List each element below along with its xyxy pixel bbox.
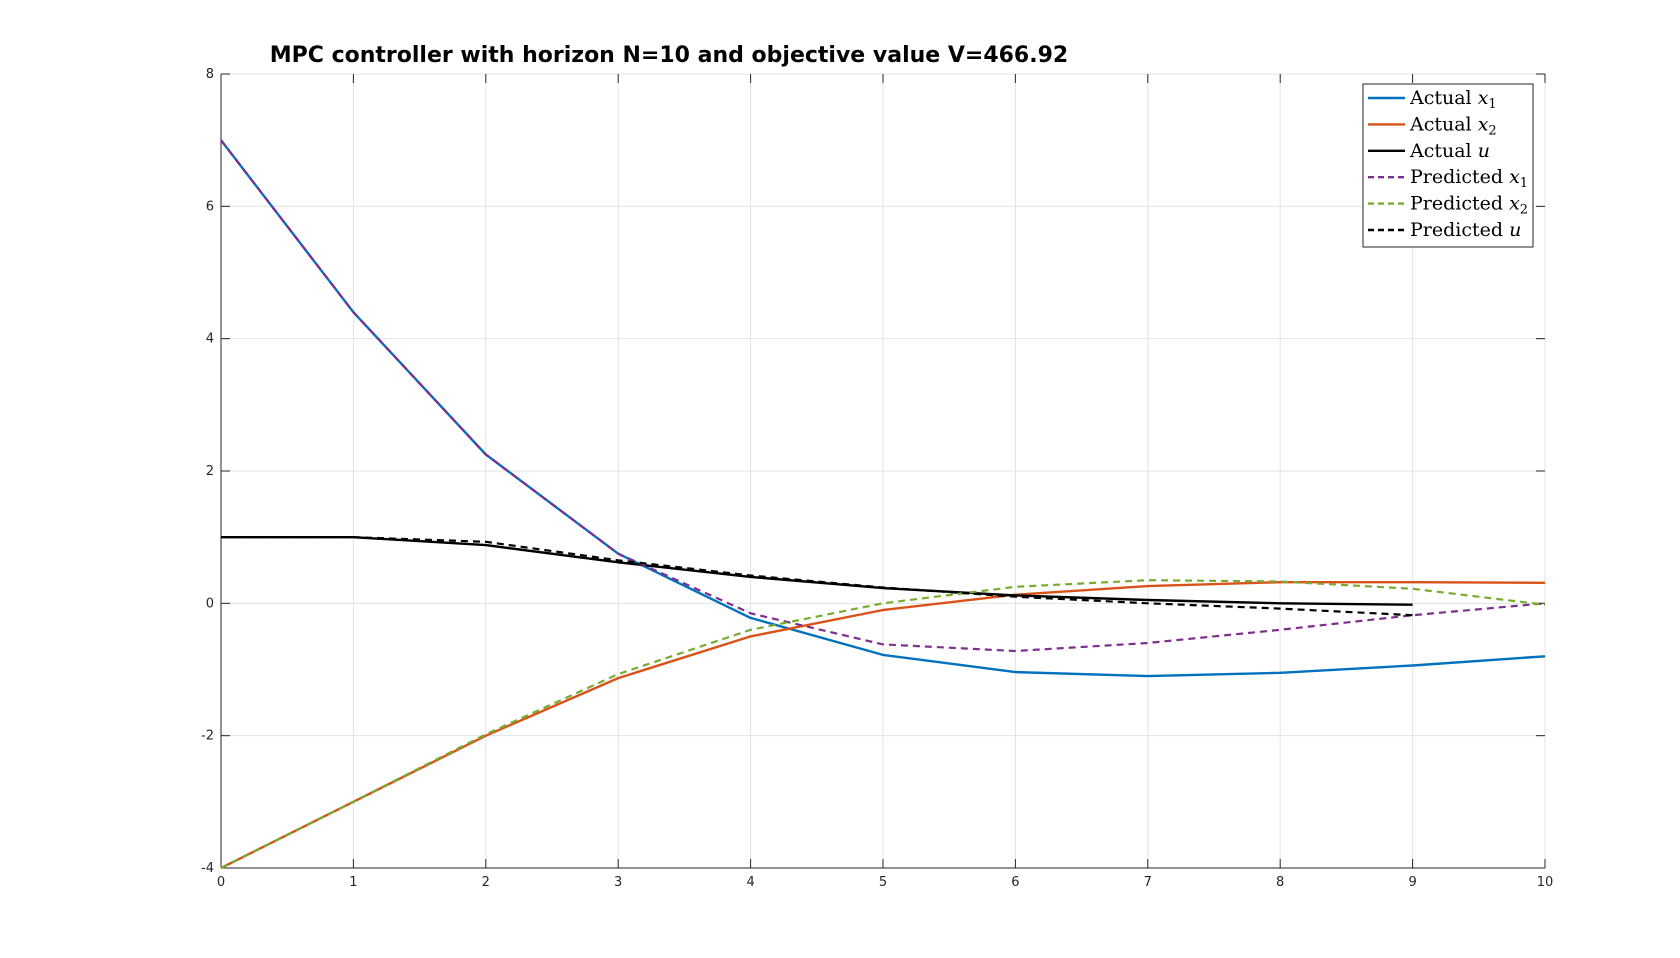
legend-label: Predicted x1 [1410,166,1528,191]
legend-label: Actual x1 [1409,87,1497,112]
legend-label: Predicted x2 [1410,193,1528,218]
legend-item: Predicted u [1368,219,1521,241]
x-tick-label: 7 [1144,875,1152,890]
series-line-actual-u [221,536,1413,606]
legend-item: Predicted x1 [1368,166,1528,191]
legend-label: Actual u [1409,140,1490,162]
y-ticks: 8 6 4 2 0 -2 -4 [201,67,1545,876]
series-line-predicted-x1 [220,139,1546,653]
series-lines [220,139,1546,870]
legend-item: Actual x2 [1368,113,1497,138]
x-tick-label: 6 [1011,875,1019,890]
x-tick-label: 3 [614,875,622,890]
x-ticks: 0 1 2 3 4 5 6 7 8 9 10 [217,74,1553,890]
y-tick-label: -2 [201,729,214,744]
series-line-predicted-u [221,536,1413,617]
x-tick-label: 1 [349,875,357,890]
legend-label: Actual x2 [1409,113,1497,138]
y-tick-label: 8 [206,67,214,82]
x-tick-label: 9 [1408,875,1416,890]
legend-item: Actual u [1368,140,1490,162]
y-tick-label: 2 [206,464,214,479]
x-tick-label: 4 [746,875,754,890]
y-tick-label: 0 [206,596,214,611]
x-tick-label: 2 [482,875,490,890]
y-tick-label: 4 [206,332,214,347]
chart-title: MPC controller with horizon N=10 and obj… [270,43,1068,68]
legend-item: Actual x1 [1368,87,1497,112]
legend-box [1362,83,1534,248]
y-tick-label: -4 [201,861,214,876]
series-line-actual-x1 [220,139,1546,678]
legend-item: Predicted x2 [1368,193,1528,218]
x-tick-label: 0 [217,875,225,890]
x-tick-label: 5 [879,875,887,890]
x-tick-label: 8 [1276,875,1284,890]
y-tick-label: 6 [206,199,214,214]
legend-label: Predicted u [1410,219,1521,241]
x-tick-label: 10 [1537,875,1554,890]
